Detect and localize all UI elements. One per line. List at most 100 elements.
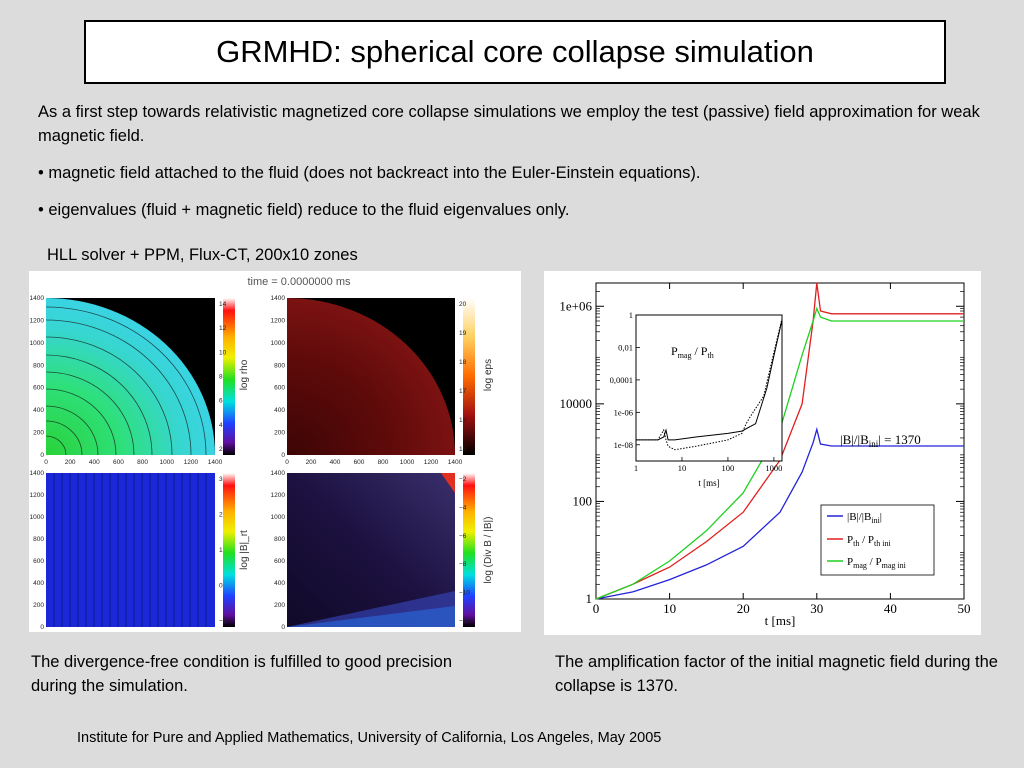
amplification-annotation: |B|/|Bini| = 1370: [840, 432, 921, 449]
sim-y-tick-label: 600: [33, 385, 44, 392]
sim-y-tick-label: 1400: [271, 295, 286, 302]
sim-x-tick-label: 600: [113, 459, 124, 466]
sim-x-tick-label: 400: [330, 459, 341, 466]
inset-series-line-0: [636, 319, 783, 441]
plot-b-field: [46, 473, 215, 627]
inset-plot: 1 10 100 1000 1 0,01 0,0001 1e-06 1e-08 Pmag / P…: [610, 310, 783, 488]
main-x-tick-label: 30: [810, 601, 823, 616]
plot-log-eps: log eps: [287, 298, 494, 455]
inset-x-label: t [ms]: [698, 478, 719, 488]
inset-y-tick-label: 0,01: [618, 342, 633, 352]
plot-eps-sphere: [287, 298, 455, 455]
sim-x-tick-label: 1000: [400, 459, 415, 466]
sim-y-tick-label: 1000: [30, 514, 45, 521]
inset-y-tick-label: 1e-08: [614, 440, 633, 450]
main-series-group: [595, 282, 964, 600]
sim-y-tick-label: 1200: [271, 317, 286, 324]
colorbar-eps: [463, 298, 475, 455]
inset-series-line-1: [636, 318, 783, 451]
colorbar-tick-label: 17: [459, 388, 467, 395]
main-x-tick-label: 10: [663, 601, 676, 616]
plot-div-b: log (Div B / |B|): [287, 473, 494, 627]
colorbar-tick-label: 2: [219, 512, 223, 519]
sim-y-tick-label: 1400: [271, 470, 286, 477]
main-axis-ticks: 0 10 20 30 40 50 1 100 10000 1e+06: [559, 282, 971, 616]
colorbar-div-label: log (Div B / |B|): [483, 517, 494, 584]
bullet-2: • eigenvalues (fluid + magnetic field) r…: [38, 201, 570, 219]
sim-x-tick-label: 800: [378, 459, 389, 466]
plot-rho-contours: [45, 306, 207, 456]
sim-y-tick-label: 400: [33, 580, 44, 587]
colorbar-b-label: log |B|_rt: [239, 530, 250, 570]
plot-log-b: log |B|_rt: [46, 473, 250, 627]
sim-x-tick-label: 1400: [448, 459, 463, 466]
colorbar-tick-label: 18: [459, 359, 467, 366]
colorbar-tick-label: 4: [219, 422, 223, 429]
colorbar-tick-label: 14: [219, 301, 227, 308]
amplification-chart: 0 10 20 30 40 50 1 100 10000 1e+06 |B|/|Bini| = 1…: [559, 282, 971, 628]
sim-y-tick-label: 1200: [30, 317, 45, 324]
colorbar-tick-label: 19: [459, 330, 467, 337]
sim-y-tick-label: 200: [33, 430, 44, 437]
sim-y-tick-label: 1000: [271, 514, 286, 521]
sim-y-tick-label: 800: [33, 536, 44, 543]
simulation-panel: time = 0.0000000 ms log rho: [29, 271, 521, 632]
sim-y-tick-label: 600: [274, 558, 285, 565]
inset-x-tick-label: 10: [678, 463, 687, 473]
sim-y-tick-label: 200: [274, 430, 285, 437]
sim-y-tick-label: 1400: [30, 470, 45, 477]
sim-x-tick-label: 600: [354, 459, 365, 466]
sim-x-tick-label: 1400: [208, 459, 223, 466]
colorbar-tick-label: 1: [219, 547, 223, 554]
inset-x-tick-label: 1000: [765, 463, 782, 473]
colorbar-tick-label: 12: [219, 325, 227, 332]
inset-axis-ticks: 1 10 100 1000 1 0,01 0,0001 1e-06 1e-08: [610, 310, 783, 473]
sim-y-tick-label: 800: [274, 362, 285, 369]
sim-y-tick-label: 800: [274, 536, 285, 543]
inset-series-group: [636, 318, 783, 451]
sim-x-tick-label: 1000: [159, 459, 174, 466]
simulation-svg: time = 0.0000000 ms log rho: [30, 276, 494, 631]
amplification-chart-panel: 0 10 20 30 40 50 1 100 10000 1e+06 |B|/|Bini| = 1…: [544, 271, 981, 635]
sim-y-tick-label: 1000: [271, 340, 286, 347]
sim-y-tick-label: 0: [40, 624, 44, 631]
intro-paragraph: As a first step towards relativistic mag…: [38, 103, 980, 145]
main-x-tick-label: 50: [958, 601, 971, 616]
colorbar-tick-label: −6: [459, 533, 467, 540]
colorbar-tick-label: 3: [219, 476, 223, 483]
sim-y-tick-label: 200: [274, 602, 285, 609]
sim-y-tick-label: 400: [274, 580, 285, 587]
colorbar-b: [223, 473, 235, 627]
sim-x-tick-label: 0: [44, 459, 48, 466]
sim-x-tick-label: 800: [137, 459, 148, 466]
sim-y-tick-label: 600: [274, 385, 285, 392]
sim-y-tick-label: 1200: [30, 492, 45, 499]
sim-y-tick-label: 800: [33, 362, 44, 369]
sim-x-tick-label: 200: [306, 459, 317, 466]
plot-div-blue-band: [287, 606, 455, 627]
main-series-line-0: [595, 426, 964, 600]
inset-y-tick-label: 1: [629, 310, 633, 320]
main-series-line-2: [595, 306, 964, 600]
intro-text: As a first step towards relativistic mag…: [38, 100, 998, 235]
plot-div-red-corner: [441, 473, 455, 493]
colorbar-tick-label: 10: [219, 349, 227, 356]
main-y-tick-label: 10000: [560, 396, 593, 411]
colorbar-tick-label: 15: [459, 446, 467, 453]
sim-y-tick-label: 600: [33, 558, 44, 565]
sim-x-tick-label: 200: [65, 459, 76, 466]
sim-y-tick-label: 0: [281, 624, 285, 631]
sim-y-tick-label: 400: [274, 407, 285, 414]
plot-rho-sphere: [46, 298, 215, 455]
slide-title: GRMHD: spherical core collapse simulatio…: [216, 34, 814, 69]
sim-x-tick-label: 1200: [424, 459, 439, 466]
inset-y-tick-label: 0,0001: [610, 375, 633, 385]
solver-label: HLL solver + PPM, Flux-CT, 200x10 zones: [47, 246, 358, 264]
colorbar-tick-label: 2: [219, 446, 223, 453]
caption-left: The divergence-free condition is fulfill…: [31, 653, 452, 695]
time-label: time = 0.0000000 ms: [247, 276, 351, 288]
main-legend: |B|/|Bini| Pth / Pth ini Pmag / Pmag ini: [820, 504, 935, 576]
main-x-label: t [ms]: [765, 613, 796, 628]
main-y-tick-label: 100: [573, 493, 593, 508]
colorbar-rho-label: log rho: [239, 359, 250, 390]
